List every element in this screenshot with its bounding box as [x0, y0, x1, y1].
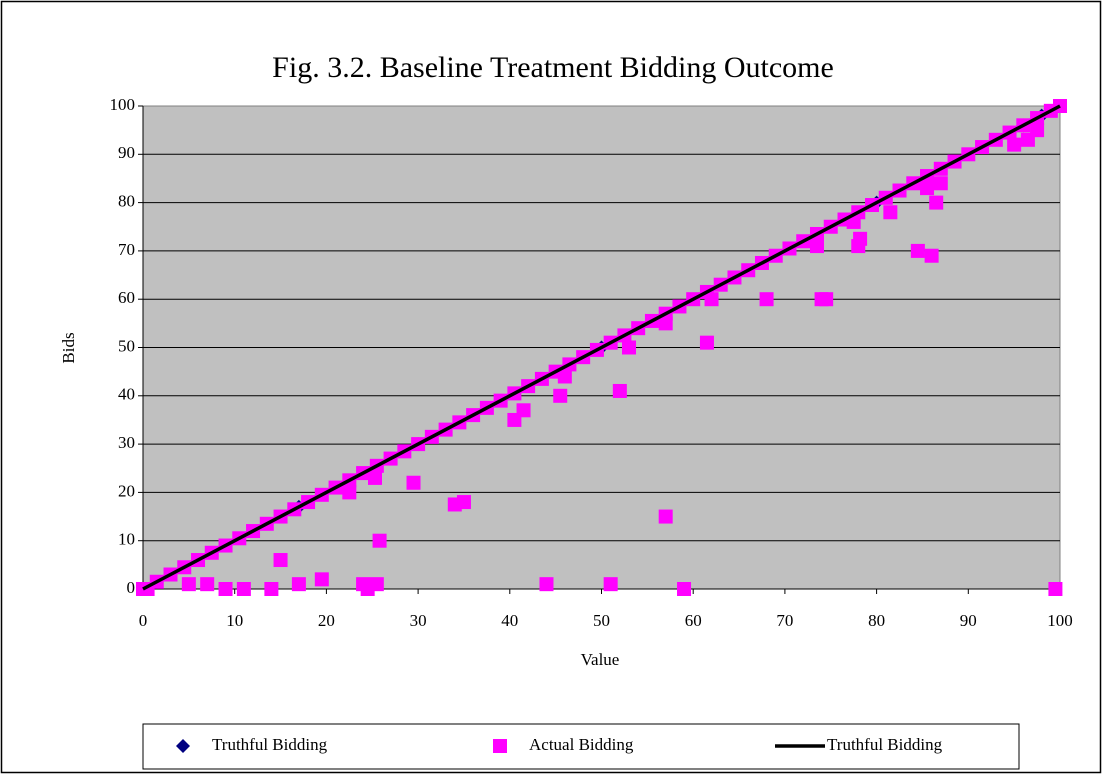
- y-tick-label: 20: [118, 481, 135, 500]
- x-tick-label: 80: [868, 611, 885, 630]
- point: [1030, 123, 1045, 138]
- point: [929, 195, 944, 210]
- legend-label: Truthful Bidding: [827, 735, 943, 754]
- x-tick-label: 40: [501, 611, 518, 630]
- point: [853, 231, 868, 246]
- point: [933, 176, 948, 191]
- x-tick-label: 10: [226, 611, 243, 630]
- x-tick-label: 20: [318, 611, 335, 630]
- y-tick-label: 40: [118, 385, 135, 404]
- point: [314, 572, 329, 587]
- legend: [142, 723, 1020, 770]
- point: [218, 582, 233, 596]
- point: [372, 533, 387, 548]
- point: [1048, 582, 1063, 596]
- y-tick-label: 100: [110, 95, 136, 114]
- y-tick-label: 0: [127, 578, 136, 597]
- y-tick-label: 10: [118, 530, 135, 549]
- y-tick-label: 50: [118, 336, 135, 355]
- point: [910, 243, 925, 258]
- point: [1007, 137, 1022, 152]
- x-tick-label: 30: [410, 611, 427, 630]
- point: [539, 577, 554, 592]
- point: [658, 316, 673, 331]
- legend-marker: [493, 739, 507, 753]
- point: [704, 292, 719, 307]
- x-tick-label: 60: [685, 611, 702, 630]
- x-axis-label: Value: [581, 650, 620, 669]
- x-tick-label: 100: [1047, 611, 1073, 630]
- point: [200, 577, 215, 592]
- point: [924, 248, 939, 263]
- legend-label: Truthful Bidding: [212, 735, 328, 754]
- point: [368, 470, 383, 485]
- x-tick-label: 70: [776, 611, 793, 630]
- x-tick-label: 0: [139, 611, 148, 630]
- x-tick-label: 50: [593, 611, 610, 630]
- point: [342, 485, 357, 500]
- y-tick-label: 60: [118, 288, 135, 307]
- point: [759, 292, 774, 307]
- point: [456, 495, 471, 510]
- y-tick-label: 80: [118, 192, 135, 211]
- point: [264, 582, 279, 596]
- point: [553, 388, 568, 403]
- point: [819, 292, 834, 307]
- line: [142, 104, 1061, 591]
- point: [809, 239, 824, 254]
- y-axis-label: Bids: [59, 332, 78, 363]
- point: [181, 577, 196, 592]
- point: [603, 577, 618, 592]
- point: [236, 582, 251, 596]
- y-tick-label: 90: [118, 143, 135, 162]
- x-tick-label: 90: [960, 611, 977, 630]
- legend-marker: [176, 739, 190, 753]
- chart-title: Fig. 3.2. Baseline Treatment Bidding Out…: [272, 51, 834, 84]
- point: [699, 335, 714, 350]
- point: [406, 475, 421, 490]
- point: [883, 205, 898, 220]
- point: [920, 181, 935, 196]
- point: [557, 369, 572, 384]
- point: [677, 582, 692, 596]
- point: [622, 340, 637, 355]
- point: [612, 383, 627, 398]
- point: [291, 577, 306, 592]
- legend-label: Actual Bidding: [529, 735, 634, 754]
- point: [369, 577, 384, 592]
- point: [273, 553, 288, 568]
- y-tick-label: 70: [118, 240, 135, 259]
- point: [658, 509, 673, 524]
- point: [516, 403, 531, 418]
- y-tick-label: 30: [118, 433, 135, 452]
